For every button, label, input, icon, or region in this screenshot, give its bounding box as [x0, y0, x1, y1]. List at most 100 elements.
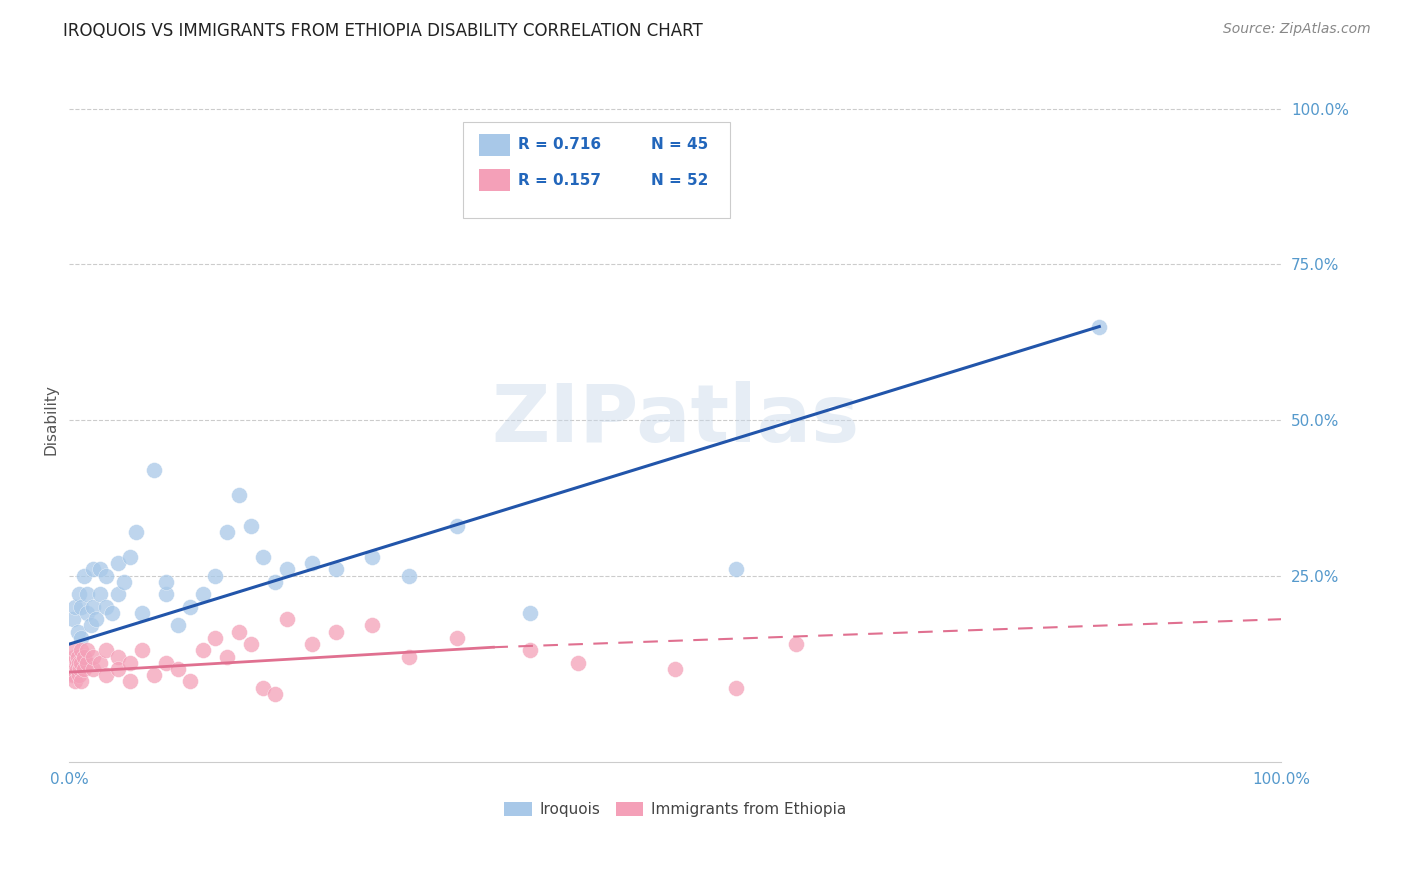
- Point: [179, 674, 201, 689]
- Point: [63, 668, 86, 682]
- Point: [67, 668, 90, 682]
- Point: [125, 524, 148, 539]
- Point: [60, 668, 83, 682]
- Point: [66, 649, 89, 664]
- Point: [62, 656, 84, 670]
- Point: [65, 599, 87, 614]
- Point: [73, 662, 96, 676]
- Point: [70, 656, 93, 670]
- Point: [94, 643, 117, 657]
- Text: IROQUOIS VS IMMIGRANTS FROM ETHIOPIA DISABILITY CORRELATION CHART: IROQUOIS VS IMMIGRANTS FROM ETHIOPIA DIS…: [63, 22, 703, 40]
- Point: [70, 674, 93, 689]
- Point: [65, 662, 87, 676]
- Point: [179, 599, 201, 614]
- Point: [191, 643, 214, 657]
- Point: [73, 649, 96, 664]
- Point: [264, 574, 287, 589]
- Point: [82, 649, 104, 664]
- Text: N = 52: N = 52: [651, 173, 709, 187]
- Point: [65, 643, 87, 657]
- Point: [100, 606, 122, 620]
- Point: [724, 681, 747, 695]
- Point: [70, 599, 93, 614]
- Point: [94, 668, 117, 682]
- Point: [240, 637, 263, 651]
- Point: [62, 662, 84, 676]
- Point: [67, 587, 90, 601]
- Point: [204, 631, 226, 645]
- Point: [204, 568, 226, 582]
- Point: [446, 518, 468, 533]
- FancyBboxPatch shape: [479, 169, 510, 191]
- Point: [69, 662, 91, 676]
- Point: [73, 568, 96, 582]
- Point: [82, 562, 104, 576]
- Point: [276, 612, 298, 626]
- Point: [325, 562, 347, 576]
- Point: [65, 656, 87, 670]
- Point: [785, 637, 807, 651]
- Point: [82, 662, 104, 676]
- Text: N = 45: N = 45: [651, 137, 709, 152]
- Text: ZIPatlas: ZIPatlas: [491, 381, 859, 459]
- Point: [325, 624, 347, 639]
- Point: [398, 649, 420, 664]
- FancyBboxPatch shape: [479, 134, 510, 155]
- Point: [191, 587, 214, 601]
- Point: [76, 587, 98, 601]
- Point: [252, 681, 274, 695]
- Y-axis label: Disability: Disability: [44, 384, 58, 456]
- Point: [131, 606, 153, 620]
- Point: [301, 637, 323, 651]
- Point: [76, 606, 98, 620]
- Point: [118, 674, 141, 689]
- Text: Source: ZipAtlas.com: Source: ZipAtlas.com: [1223, 22, 1371, 37]
- Point: [70, 631, 93, 645]
- Point: [301, 556, 323, 570]
- FancyBboxPatch shape: [463, 122, 730, 218]
- Point: [215, 649, 238, 664]
- Point: [66, 624, 89, 639]
- Point: [567, 656, 589, 670]
- Point: [82, 599, 104, 614]
- Point: [167, 662, 190, 676]
- Point: [276, 562, 298, 576]
- Point: [89, 562, 111, 576]
- Point: [118, 656, 141, 670]
- Point: [155, 587, 177, 601]
- Point: [724, 562, 747, 576]
- Point: [361, 618, 384, 632]
- Point: [112, 574, 135, 589]
- Point: [94, 568, 117, 582]
- Point: [76, 643, 98, 657]
- Point: [89, 587, 111, 601]
- Point: [519, 643, 541, 657]
- Point: [398, 568, 420, 582]
- Point: [89, 656, 111, 670]
- Point: [107, 587, 129, 601]
- Point: [228, 624, 250, 639]
- Point: [76, 656, 98, 670]
- Point: [215, 524, 238, 539]
- Point: [519, 606, 541, 620]
- Point: [252, 549, 274, 564]
- Point: [155, 656, 177, 670]
- Point: [1088, 319, 1111, 334]
- Text: R = 0.716: R = 0.716: [517, 137, 600, 152]
- Point: [94, 599, 117, 614]
- Point: [264, 687, 287, 701]
- Point: [63, 649, 86, 664]
- Point: [228, 488, 250, 502]
- Point: [446, 631, 468, 645]
- Point: [131, 643, 153, 657]
- Point: [84, 612, 107, 626]
- Point: [65, 674, 87, 689]
- Text: R = 0.157: R = 0.157: [517, 173, 600, 187]
- Point: [67, 656, 90, 670]
- Point: [70, 643, 93, 657]
- Point: [80, 618, 103, 632]
- Point: [118, 549, 141, 564]
- Legend: Iroquois, Immigrants from Ethiopia: Iroquois, Immigrants from Ethiopia: [498, 796, 852, 823]
- Point: [62, 612, 84, 626]
- Point: [107, 556, 129, 570]
